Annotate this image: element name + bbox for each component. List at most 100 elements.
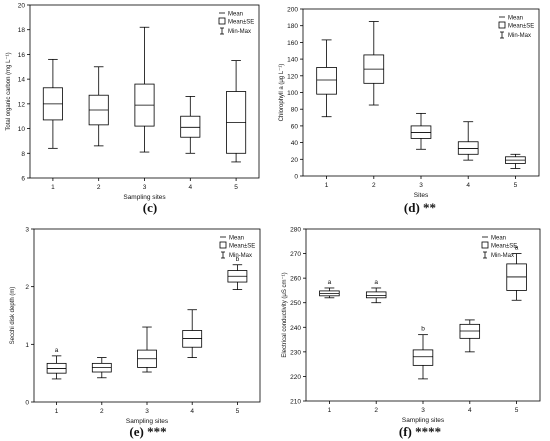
legend-se-symbol <box>218 17 226 25</box>
y-tick-label: 10 <box>18 126 26 133</box>
y-tick-label: 0 <box>25 400 29 407</box>
y-tick-label: 20 <box>291 157 299 164</box>
legend-minmax-label: Min-Max <box>491 253 514 259</box>
x-tick-label: 1 <box>55 408 59 415</box>
x-tick-label: 3 <box>419 182 423 189</box>
x-axis-label: Sampling sites <box>123 194 166 201</box>
x-tick-label: 4 <box>468 407 472 414</box>
y-axis-label: Chlorophyll a (μg L⁻¹) <box>279 64 285 122</box>
y-tick-label: 40 <box>291 140 299 147</box>
x-tick-label: 1 <box>328 407 332 414</box>
y-tick-label: 60 <box>291 123 299 130</box>
plot-frame <box>302 8 540 177</box>
legend-minmax-label: Min-Max <box>228 29 251 35</box>
x-tick-label: 1 <box>325 182 329 189</box>
y-tick-label: 12 <box>18 101 26 108</box>
x-tick-label: 3 <box>421 407 425 414</box>
x-tick-label: 2 <box>100 408 104 415</box>
x-tick-label: 3 <box>145 408 149 415</box>
legend: Mean Mean±SE Min-Max <box>219 235 255 259</box>
se-box <box>410 125 432 139</box>
y-tick-label: 80 <box>291 107 299 114</box>
y-tick-label: 8 <box>21 151 25 158</box>
panel-caption: (c) <box>143 200 157 215</box>
y-tick-label: 200 <box>287 7 298 14</box>
box-site-1 <box>42 58 63 149</box>
x-tick-label: 5 <box>236 408 240 415</box>
se-box <box>412 349 434 366</box>
se-box <box>180 115 201 138</box>
legend-se-symbol <box>481 241 489 249</box>
box-site-3 <box>410 112 432 150</box>
y-axis-label: Electrical conductivity (μS cm⁻¹) <box>282 272 288 357</box>
legend-se-symbol <box>219 241 227 249</box>
box-site-3 <box>137 326 157 373</box>
box-site-2 <box>88 66 109 147</box>
y-tick-label: 100 <box>287 90 298 97</box>
se-box <box>457 141 479 155</box>
box-site-2 <box>363 21 385 106</box>
y-tick-label: 14 <box>18 77 26 84</box>
panel-caption: (f) **** <box>399 424 441 439</box>
y-tick-label: 250 <box>290 300 301 307</box>
legend-minmax-label: Min-Max <box>229 253 252 259</box>
y-tick-label: 2 <box>25 284 29 291</box>
box-site-1: a <box>46 347 67 380</box>
box-site-5: a <box>506 245 527 301</box>
x-tick-label: 5 <box>234 184 238 191</box>
x-tick-label: 4 <box>188 184 192 191</box>
se-box <box>316 67 337 95</box>
legend-se-label: Mean±SE <box>228 20 254 26</box>
significance-letter: a <box>55 347 59 354</box>
box-site-4 <box>180 96 201 154</box>
chart-panel-4: 210 220 230 240 250 260 270 280 1 2 3 4 5 Sampling si… <box>282 227 541 439</box>
box-site-1: a <box>319 279 340 299</box>
x-axis-label: Sampling sites <box>126 418 169 425</box>
legend: Mean Mean±SE Min-Max <box>218 11 254 35</box>
y-tick-label: 160 <box>287 40 298 47</box>
x-tick-label: 2 <box>97 184 101 191</box>
x-tick-label: 2 <box>372 182 376 189</box>
x-axis-label: Sampling sites <box>402 417 445 424</box>
chart-panel-3: 0 1 2 3 1 2 3 4 5 Sampling sites Secchi disk depth… <box>10 227 261 439</box>
significance-letter: b <box>236 256 240 263</box>
legend-mean-label: Mean <box>491 235 506 241</box>
y-tick-label: 20 <box>18 3 26 10</box>
x-axis-label: Sites <box>414 192 429 199</box>
legend: Mean Mean±SE Min-Max <box>481 235 517 259</box>
legend-mean-label: Mean <box>228 11 243 17</box>
box-site-4 <box>457 121 479 161</box>
y-tick-label: 18 <box>18 27 26 34</box>
y-axis-label: Secchi disk depth (m) <box>10 287 16 345</box>
x-tick-label: 4 <box>466 182 470 189</box>
x-tick-label: 4 <box>190 408 194 415</box>
box-site-5: b <box>227 256 248 290</box>
panel-caption: (d) ** <box>404 200 436 215</box>
significance-letter: a <box>374 279 378 286</box>
y-tick-label: 140 <box>287 57 298 64</box>
legend: Mean Mean±SE Min-Max <box>498 15 534 39</box>
box-site-4 <box>182 309 203 358</box>
box-site-5 <box>505 153 526 169</box>
box-site-3 <box>134 26 155 153</box>
y-tick-label: 6 <box>21 176 25 183</box>
y-tick-label: 240 <box>290 325 301 332</box>
x-tick-label: 5 <box>514 182 518 189</box>
legend-se-label: Mean±SE <box>491 244 517 250</box>
y-tick-label: 230 <box>290 349 301 356</box>
box-site-4 <box>459 319 481 353</box>
box-site-2: a <box>365 279 387 304</box>
chart-panel-2: 0 20 40 60 80 100 120 140 160 180 200 1 2 3 4 5 Sites Chl… <box>279 7 540 215</box>
y-axis-label: Total organic carbon (mg L⁻¹) <box>6 52 12 130</box>
legend-se-label: Mean±SE <box>508 24 534 30</box>
plot-frame <box>33 228 261 403</box>
legend-minmax-label: Min-Max <box>508 33 531 39</box>
legend-mean-label: Mean <box>229 235 244 241</box>
x-tick-label: 1 <box>51 184 55 191</box>
legend-mean-label: Mean <box>508 15 523 21</box>
x-tick-label: 3 <box>143 184 147 191</box>
y-tick-label: 260 <box>290 276 301 283</box>
panel-caption: (e) *** <box>129 424 166 439</box>
